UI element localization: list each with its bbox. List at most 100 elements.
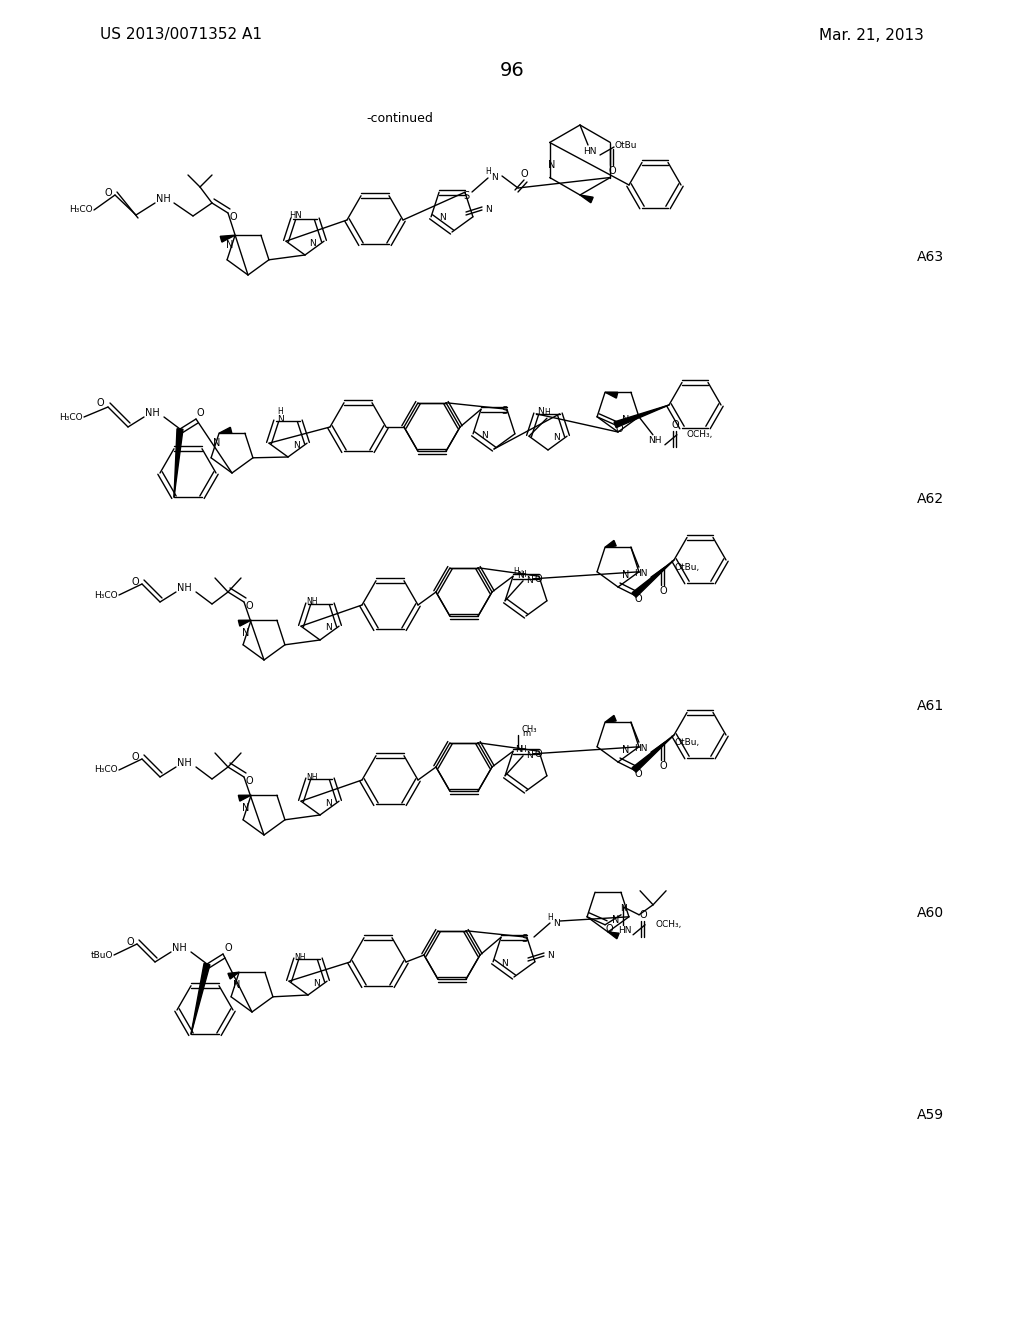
Text: H: H (520, 570, 526, 579)
Text: N: N (293, 441, 299, 450)
Text: NH: NH (294, 953, 306, 961)
Text: NH: NH (306, 598, 317, 606)
Text: HN: HN (634, 569, 648, 578)
Polygon shape (219, 428, 231, 433)
Text: N: N (612, 915, 620, 925)
Text: N: N (243, 803, 250, 813)
Text: -continued: -continued (367, 111, 433, 124)
Text: N: N (226, 240, 233, 249)
Polygon shape (632, 735, 674, 772)
Text: NH: NH (306, 772, 317, 781)
Text: O: O (96, 399, 103, 408)
Text: m: m (522, 730, 530, 738)
Text: O: O (535, 574, 542, 583)
Text: O: O (224, 942, 231, 953)
Text: H₃CO: H₃CO (94, 766, 118, 775)
Text: H₃CO: H₃CO (94, 590, 118, 599)
Text: N: N (213, 438, 221, 447)
Text: tBuO: tBuO (90, 950, 113, 960)
Text: O: O (535, 748, 542, 759)
Polygon shape (239, 795, 251, 801)
Text: N: N (525, 577, 532, 585)
Text: N: N (325, 623, 332, 632)
Text: H₃CO: H₃CO (59, 412, 83, 421)
Text: H: H (547, 912, 553, 921)
Text: N: N (623, 570, 630, 579)
Polygon shape (605, 540, 616, 548)
Polygon shape (228, 973, 239, 979)
Text: O: O (608, 166, 615, 176)
Text: O: O (131, 752, 139, 762)
Text: N: N (515, 744, 521, 754)
Text: A60: A60 (916, 907, 943, 920)
Text: O: O (197, 408, 204, 418)
Text: NH: NH (176, 758, 191, 768)
Text: N: N (623, 744, 630, 755)
Text: HN: HN (584, 147, 597, 156)
Text: HN: HN (618, 927, 632, 936)
Text: N: N (517, 572, 524, 581)
Text: NH: NH (156, 194, 170, 205)
Text: O: O (245, 776, 253, 785)
Text: H: H (544, 408, 550, 417)
Text: N: N (553, 919, 559, 928)
Text: O: O (659, 762, 667, 771)
Text: N: N (309, 239, 316, 248)
Polygon shape (605, 392, 617, 399)
Text: OtBu,: OtBu, (675, 738, 700, 747)
Text: A63: A63 (916, 251, 943, 264)
Text: O: O (131, 577, 139, 587)
Text: O: O (229, 213, 237, 222)
Text: US 2013/0071352 A1: US 2013/0071352 A1 (100, 28, 262, 42)
Text: OtBu,: OtBu, (675, 562, 700, 572)
Text: S: S (463, 191, 469, 201)
Text: O: O (605, 924, 613, 933)
Text: N: N (233, 979, 241, 990)
Text: S: S (521, 935, 527, 944)
Polygon shape (608, 932, 620, 939)
Text: N: N (325, 799, 332, 808)
Text: N: N (501, 958, 507, 968)
Text: N: N (620, 904, 627, 913)
Text: CH₃: CH₃ (521, 725, 537, 734)
Text: NH: NH (144, 408, 160, 418)
Text: N: N (548, 950, 554, 960)
Polygon shape (632, 560, 674, 597)
Text: NH: NH (172, 942, 186, 953)
Text: H: H (485, 168, 490, 177)
Text: S: S (501, 407, 507, 416)
Text: N: N (312, 978, 319, 987)
Text: OCH₃,: OCH₃, (687, 430, 714, 440)
Text: O: O (634, 770, 642, 779)
Text: O: O (615, 424, 623, 434)
Text: H: H (278, 407, 283, 416)
Text: O: O (126, 937, 134, 946)
Text: O: O (634, 594, 642, 605)
Text: NH: NH (648, 437, 662, 445)
Text: N: N (243, 628, 250, 638)
Text: N: N (480, 430, 487, 440)
Polygon shape (191, 964, 210, 1035)
Text: Mar. 21, 2013: Mar. 21, 2013 (819, 28, 924, 42)
Text: N: N (438, 214, 445, 223)
Text: A61: A61 (916, 700, 944, 713)
Text: N: N (537, 408, 544, 417)
Text: N: N (485, 205, 493, 214)
Text: A59: A59 (916, 1109, 943, 1122)
Text: O: O (520, 169, 527, 180)
Text: N: N (490, 173, 498, 182)
Polygon shape (605, 715, 616, 722)
Text: OCH₃,: OCH₃, (655, 920, 681, 929)
Polygon shape (174, 429, 183, 498)
Text: O: O (104, 187, 112, 198)
Text: N: N (276, 414, 284, 424)
Polygon shape (220, 235, 236, 242)
Text: N: N (548, 160, 556, 170)
Text: O: O (245, 601, 253, 611)
Text: HN: HN (634, 743, 648, 752)
Text: O: O (639, 909, 647, 920)
Text: NH: NH (176, 583, 191, 593)
Polygon shape (614, 405, 669, 428)
Text: H: H (513, 568, 519, 577)
Text: H₃CO: H₃CO (70, 206, 93, 214)
